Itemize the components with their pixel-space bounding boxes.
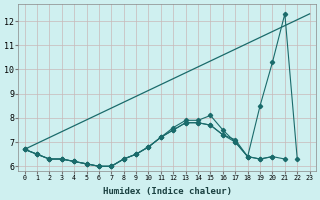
X-axis label: Humidex (Indice chaleur): Humidex (Indice chaleur): [103, 187, 232, 196]
